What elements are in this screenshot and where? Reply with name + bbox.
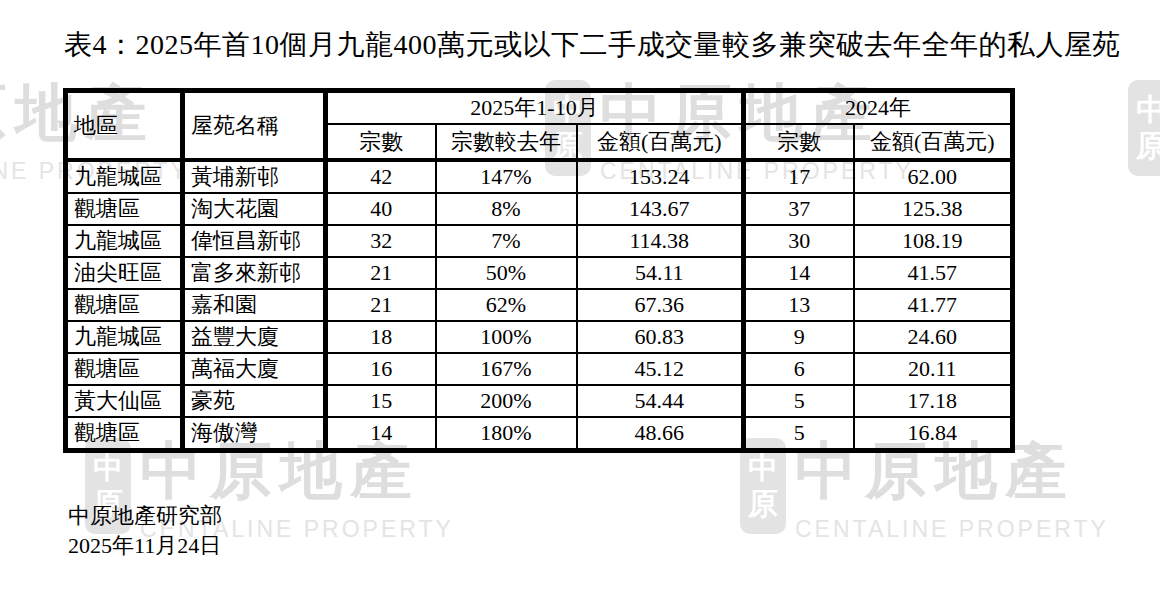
estate-cell: 萬福大廈 (183, 353, 326, 385)
estate-cell: 嘉和園 (183, 289, 326, 321)
amount-2025-cell: 114.38 (577, 225, 744, 257)
district-cell: 九龍城區 (66, 160, 183, 193)
header-change-2025: 宗數較去年 (436, 124, 577, 160)
district-cell: 黃大仙區 (66, 385, 183, 417)
header-count-2024: 宗數 (744, 124, 854, 160)
district-cell: 九龍城區 (66, 321, 183, 353)
change-cell: 7% (436, 225, 577, 257)
footer-department: 中原地產研究部 (68, 501, 222, 531)
count-2025-cell: 32 (326, 225, 436, 257)
count-2024-cell: 30 (744, 225, 854, 257)
table-row: 九龍城區 黃埔新邨 42 147% 153.24 17 62.00 (66, 160, 1013, 193)
table-row: 觀塘區 嘉和園 21 62% 67.36 13 41.77 (66, 289, 1013, 321)
amount-2024-cell: 17.18 (854, 385, 1013, 417)
count-2024-cell: 5 (744, 385, 854, 417)
district-cell: 九龍城區 (66, 225, 183, 257)
table-row: 黃大仙區 豪苑 15 200% 54.44 5 17.18 (66, 385, 1013, 417)
centaline-seal-icon: 中 原 (1128, 80, 1160, 176)
amount-2024-cell: 108.19 (854, 225, 1013, 257)
amount-2025-cell: 54.44 (577, 385, 744, 417)
district-cell: 觀塘區 (66, 289, 183, 321)
estate-cell: 豪苑 (183, 385, 326, 417)
amount-2025-cell: 48.66 (577, 417, 744, 451)
count-2024-cell: 14 (744, 257, 854, 289)
amount-2025-cell: 54.11 (577, 257, 744, 289)
header-amount-2025: 金額(百萬元) (577, 124, 744, 160)
change-cell: 50% (436, 257, 577, 289)
amount-2024-cell: 16.84 (854, 417, 1013, 451)
amount-2024-cell: 20.11 (854, 353, 1013, 385)
count-2024-cell: 13 (744, 289, 854, 321)
seal-glyph-bottom: 原 (1136, 129, 1160, 164)
seal-glyph-top: 中 (748, 451, 778, 486)
estate-cell: 偉恒昌新邨 (183, 225, 326, 257)
district-cell: 觀塘區 (66, 417, 183, 451)
header-group-2024: 2024年 (744, 91, 1013, 125)
change-cell: 100% (436, 321, 577, 353)
footer-date: 2025年11月24日 (68, 531, 222, 561)
estate-cell: 富多來新邨 (183, 257, 326, 289)
district-cell: 觀塘區 (66, 193, 183, 225)
amount-2024-cell: 24.60 (854, 321, 1013, 353)
header-count-2025: 宗數 (326, 124, 436, 160)
estate-cell: 海傲灣 (183, 417, 326, 451)
header-group-2025: 2025年1-10月 (326, 91, 744, 125)
header-district: 地區 (66, 91, 183, 161)
watermark-tile: 中 原 中原地產 CENTALINE PROPERTY (1128, 80, 1160, 185)
amount-2025-cell: 153.24 (577, 160, 744, 193)
count-2024-cell: 37 (744, 193, 854, 225)
seal-glyph-top: 中 (93, 451, 123, 486)
count-2025-cell: 21 (326, 289, 436, 321)
count-2025-cell: 15 (326, 385, 436, 417)
change-cell: 147% (436, 160, 577, 193)
district-cell: 觀塘區 (66, 353, 183, 385)
count-2025-cell: 18 (326, 321, 436, 353)
count-2024-cell: 17 (744, 160, 854, 193)
change-cell: 180% (436, 417, 577, 451)
header-amount-2024: 金額(百萬元) (854, 124, 1013, 160)
report-page: 中 原 中原地產 CENTALINE PROPERTY 中 原 中原地產 CEN… (0, 0, 1160, 596)
amount-2025-cell: 143.67 (577, 193, 744, 225)
summary-table: 地區 屋苑名稱 2025年1-10月 2024年 宗數 宗數較去年 金額(百萬元… (63, 88, 1015, 453)
seal-glyph-top: 中 (1136, 93, 1160, 128)
change-cell: 62% (436, 289, 577, 321)
count-2025-cell: 42 (326, 160, 436, 193)
header-estate: 屋苑名稱 (183, 91, 326, 161)
change-cell: 8% (436, 193, 577, 225)
count-2025-cell: 40 (326, 193, 436, 225)
estate-cell: 黃埔新邨 (183, 160, 326, 193)
estate-cell: 淘大花園 (183, 193, 326, 225)
table-row: 九龍城區 益豐大廈 18 100% 60.83 9 24.60 (66, 321, 1013, 353)
district-cell: 油尖旺區 (66, 257, 183, 289)
amount-2025-cell: 60.83 (577, 321, 744, 353)
count-2024-cell: 6 (744, 353, 854, 385)
count-2025-cell: 21 (326, 257, 436, 289)
count-2024-cell: 9 (744, 321, 854, 353)
amount-2024-cell: 41.57 (854, 257, 1013, 289)
watermark-tile: 中 原 中原地產 CENTALINE PROPERTY (740, 438, 1109, 543)
count-2025-cell: 14 (326, 417, 436, 451)
amount-2024-cell: 62.00 (854, 160, 1013, 193)
amount-2024-cell: 41.77 (854, 289, 1013, 321)
table-row: 觀塘區 萬福大廈 16 167% 45.12 6 20.11 (66, 353, 1013, 385)
page-title: 表4：2025年首10個月九龍400萬元或以下二手成交量較多兼突破去年全年的私人… (64, 26, 1121, 64)
amount-2025-cell: 67.36 (577, 289, 744, 321)
estate-cell: 益豐大廈 (183, 321, 326, 353)
change-cell: 200% (436, 385, 577, 417)
count-2024-cell: 5 (744, 417, 854, 451)
table-row: 九龍城區 偉恒昌新邨 32 7% 114.38 30 108.19 (66, 225, 1013, 257)
amount-2025-cell: 45.12 (577, 353, 744, 385)
seal-glyph-bottom: 原 (748, 487, 778, 522)
table-row: 觀塘區 海傲灣 14 180% 48.66 5 16.84 (66, 417, 1013, 451)
change-cell: 167% (436, 353, 577, 385)
table-row: 油尖旺區 富多來新邨 21 50% 54.11 14 41.57 (66, 257, 1013, 289)
count-2025-cell: 16 (326, 353, 436, 385)
amount-2024-cell: 125.38 (854, 193, 1013, 225)
watermark-brand-latin: CENTALINE PROPERTY (795, 516, 1109, 543)
table-row: 觀塘區 淘大花園 40 8% 143.67 37 125.38 (66, 193, 1013, 225)
